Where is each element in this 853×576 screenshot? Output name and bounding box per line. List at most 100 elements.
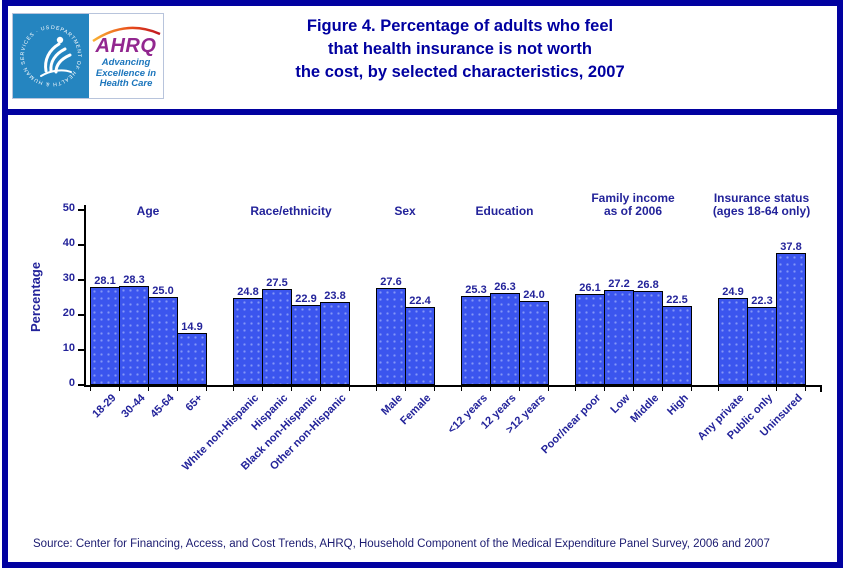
y-tick-label: 10 [62, 342, 75, 354]
bar-black-non-hispanic: 22.9 [291, 293, 321, 385]
y-tick-label: 50 [62, 202, 75, 214]
y-axis-tick [78, 384, 85, 386]
x-axis-tick [434, 385, 435, 391]
title-line: Figure 4. Percentage of adults who feel [306, 17, 614, 35]
x-tick-label: Low [608, 392, 633, 417]
bar-value-label: 22.3 [751, 295, 773, 307]
bar-value-label: 27.6 [380, 276, 402, 288]
x-axis-tick [575, 385, 576, 391]
bar-value-label: 23.8 [324, 290, 346, 302]
x-axis-line [84, 385, 822, 387]
x-axis-tick [633, 385, 634, 391]
y-tick-label: 20 [62, 307, 75, 319]
chart-group-race-ethnicity: Race/ethnicity 24.8 White non-Hispanic 27.5… [180, 205, 350, 473]
x-axis-tick [90, 385, 91, 391]
bar-value-label: 25.3 [465, 284, 487, 296]
group-header-line: Race/ethnicity [250, 204, 332, 218]
bar-male: 27.6 [376, 276, 406, 385]
x-tick-label: 18-29 [90, 392, 119, 421]
x-tick-label: 30-44 [119, 392, 148, 421]
bar-value-label: 28.3 [123, 274, 145, 286]
bar-value-label: 27.5 [266, 277, 288, 289]
bar-45-64: 25.0 [148, 285, 178, 385]
header-divider-bar [8, 109, 837, 115]
bar-value-label: 26.3 [494, 281, 516, 293]
x-tick-label: <12 years [445, 392, 490, 437]
ahrq-logo-text: AHRQ [95, 35, 157, 57]
title-line: that health insurance is not worth [327, 40, 593, 58]
x-axis-tick [119, 385, 120, 391]
bar-other-non-hispanic: 23.8 [320, 290, 350, 385]
x-axis-tick [747, 385, 748, 391]
x-axis-tick [519, 385, 520, 391]
group-header-line: Sex [394, 204, 416, 218]
chart-group-age: Age 28.1 18-29 28.3 30-44 25.0 45-64 14.9 65+ [90, 205, 207, 420]
figure-title: Figure 4. Percentage of adults who feel … [205, 15, 715, 84]
y-tick-label: 0 [68, 377, 75, 389]
bar-poor-near-poor: 26.1 [575, 282, 605, 385]
bar-white-non-hispanic: 24.8 [233, 286, 263, 385]
chart-group-education: Education 25.3 <12 years 26.3 12 years 24.0 >1… [445, 205, 549, 436]
bar-65: 14.9 [177, 321, 207, 385]
x-tick-label: 65+ [183, 392, 206, 414]
bar-value-label: 22.4 [409, 295, 431, 307]
x-axis-tick [177, 385, 178, 391]
bar-any-private: 24.9 [718, 286, 748, 385]
y-axis-tick [78, 349, 85, 351]
x-axis-tick [233, 385, 234, 391]
y-axis-tick [78, 279, 85, 281]
x-axis-tick [548, 385, 549, 391]
bar-value-label: 26.1 [579, 282, 601, 294]
group-header: Insurance status (ages 18-64 only) [690, 192, 833, 218]
x-tick-label: Middle [628, 392, 662, 426]
x-tick-label: High [664, 392, 691, 418]
chart-group-family-income-as-of-2006: Family income as of 2006 26.1 Poor/near poo… [539, 192, 692, 456]
x-axis-tick [376, 385, 377, 391]
tagline-line: Excellence in [95, 67, 157, 79]
bar-high: 22.5 [662, 294, 692, 385]
bar-value-label: 22.5 [666, 294, 688, 306]
bar-value-label: 25.0 [152, 285, 174, 297]
ahrq-tagline: Advancing Excellence in Health Care [89, 57, 163, 90]
x-axis-tick [349, 385, 350, 391]
group-header: Age [62, 205, 234, 218]
svg-text:DEPARTMENT OF HEALTH & HUMAN S: DEPARTMENT OF HEALTH & HUMAN SERVICES · … [13, 14, 82, 87]
group-header: Family income as of 2006 [547, 192, 719, 218]
x-axis-tick [490, 385, 491, 391]
plot-groups: Age 28.1 18-29 28.3 30-44 25.0 45-64 14.9 65+ Rac… [90, 192, 811, 473]
source-note: Source: Center for Financing, Access, an… [33, 538, 770, 550]
y-axis-tick [78, 314, 85, 316]
group-header-line: Family income [591, 191, 675, 205]
chart-group-insurance-status-ages-18-64-only: Insurance status (ages 18-64 only) 24.9 Any… [696, 192, 811, 443]
x-axis-tick [718, 385, 719, 391]
bar-low: 27.2 [604, 278, 634, 385]
x-tick-label: 45-64 [148, 392, 177, 421]
bar-value-label: 28.1 [94, 275, 116, 287]
bar-public-only: 22.3 [747, 295, 777, 385]
y-axis-tick [78, 244, 85, 246]
hhs-seal: DEPARTMENT OF HEALTH & HUMAN SERVICES · … [13, 14, 89, 98]
x-tick-label: Poor/near poor [539, 392, 604, 457]
bar-hispanic: 27.5 [262, 277, 292, 385]
ahrq-hhs-logo: DEPARTMENT OF HEALTH & HUMAN SERVICES · … [12, 13, 164, 99]
bar-18-29: 28.1 [90, 275, 120, 385]
x-axis-end-tick [820, 385, 822, 392]
x-axis-tick [148, 385, 149, 391]
group-header-line: Education [475, 204, 534, 218]
x-axis-tick [262, 385, 263, 391]
x-axis-tick [805, 385, 806, 391]
group-header-line: as of 2006 [603, 204, 663, 218]
group-header-line: Age [136, 204, 160, 218]
x-axis-tick [776, 385, 777, 391]
x-axis-tick [662, 385, 663, 391]
title-line: the cost, by selected characteristics, 2… [295, 63, 625, 81]
x-axis-tick [320, 385, 321, 391]
bar-middle: 26.8 [633, 279, 663, 385]
bar-12-years: 24.0 [519, 289, 549, 385]
x-tick-label: Male [378, 392, 405, 418]
y-axis-title: Percentage [28, 261, 43, 333]
ahrq-wordmark: AHRQ Advancing Excellence in Health Care [89, 14, 163, 98]
bar-value-label: 37.8 [780, 241, 802, 253]
y-axis-line [84, 205, 86, 387]
